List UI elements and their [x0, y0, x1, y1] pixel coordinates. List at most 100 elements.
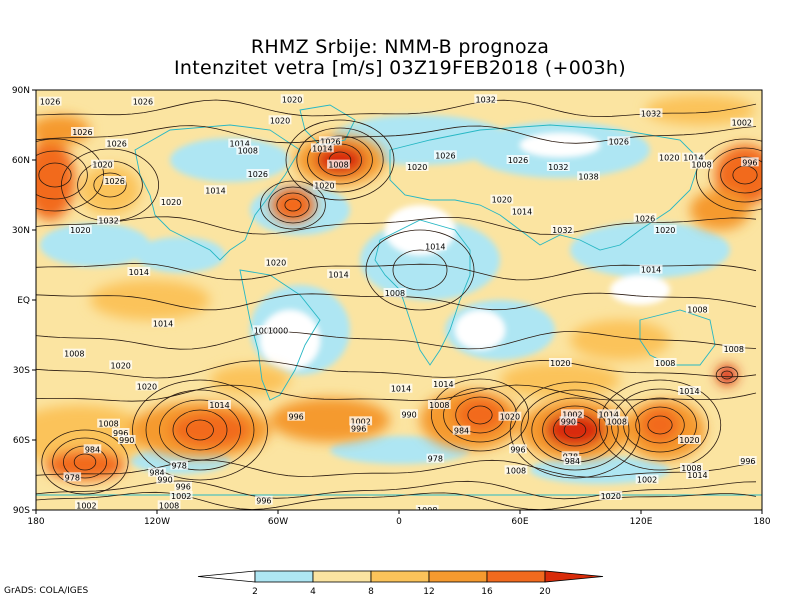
isobar-label: 984: [149, 469, 164, 478]
lon-label: 180: [753, 517, 770, 527]
isobar-label: 984: [565, 457, 580, 466]
isobar-label: 996: [113, 429, 128, 438]
isobar-label: 1032: [552, 226, 572, 235]
isobar-label-bg: [678, 386, 701, 395]
south-america: [239, 269, 321, 401]
isobar: [715, 366, 739, 384]
isobar-label-bg: [228, 138, 252, 148]
isobar-label-bg: [510, 206, 534, 216]
chart-subtitle: Intenzitet vetra [m/s] 03Z19FEB2018 (+00…: [174, 57, 626, 79]
lat-label: 30S: [13, 366, 30, 376]
isobar: [276, 192, 310, 218]
isobar-label: 996: [256, 497, 271, 506]
isobar-label-bg: [148, 467, 166, 477]
isobar-label: 1000: [268, 326, 288, 335]
isobar-label: 1008: [159, 501, 179, 510]
chart-title: RHMZ Srbije: NMM-B prognoza: [250, 36, 550, 58]
greenland: [299, 104, 356, 146]
isobar-label: 1020: [92, 161, 112, 170]
isobar-label: 1014: [209, 401, 229, 410]
isobar: [36, 125, 757, 144]
isobar-label-bg: [577, 171, 600, 181]
isobar-label-bg: [605, 416, 629, 426]
isobar-label-bg: [117, 435, 136, 444]
isobar-label-bg: [653, 225, 677, 234]
isobar: [285, 119, 395, 201]
isobar-label: 1014: [153, 319, 173, 328]
isobar: [145, 389, 255, 471]
isobar-label: 1026: [508, 156, 528, 165]
lat-label: EQ: [17, 296, 30, 306]
isobar-label: 1020: [492, 196, 512, 205]
isobar-label: 1008: [385, 289, 405, 298]
isobar-label-bg: [319, 136, 342, 146]
isobar-label-bg: [423, 241, 447, 251]
lat-label: 30N: [12, 226, 30, 236]
isobar-label: 1008: [429, 401, 449, 410]
isobar-label: 1032: [641, 109, 661, 118]
longitude-axis: 180 120W 60W 0 60E 120E 180: [27, 510, 771, 527]
isobar-label-bg: [561, 451, 580, 461]
isobar-label: 1014: [328, 270, 348, 279]
isobar: [260, 180, 326, 230]
isobar: [73, 453, 97, 471]
isobar-label: 1014: [205, 186, 225, 195]
isobar-label-bg: [452, 425, 471, 435]
lat-label: 90S: [13, 506, 30, 516]
isobar-contours: [36, 99, 762, 510]
colorbar-tick-label: 16: [481, 587, 493, 597]
isobar-label-bg: [739, 456, 757, 465]
lon-label: 120W: [144, 517, 170, 527]
isobar-label-bg: [91, 159, 114, 169]
isobar-label-bg: [678, 435, 701, 444]
colorbar-tick-label: 8: [368, 587, 374, 597]
isobar-label-bg: [204, 185, 227, 195]
isobar-label-bg: [680, 463, 703, 472]
isobar-label-bg: [310, 143, 334, 153]
isobar-label-bg: [427, 400, 451, 409]
isobar: [186, 419, 214, 441]
isobar-label: 1008: [724, 345, 744, 354]
isobar-label: 1032: [476, 95, 496, 104]
isobar-label-bg: [639, 108, 663, 118]
isobar-label: 1002: [732, 119, 752, 128]
colorbar-tick-label: 12: [423, 587, 434, 597]
isobar-label: 996: [510, 445, 525, 454]
isobar-label: 1026: [133, 98, 153, 107]
isobar-label-bg: [686, 470, 709, 479]
isobar-label: 1008: [687, 305, 707, 314]
isobar-label-bg: [97, 418, 120, 428]
isobar-label-bg: [490, 194, 514, 204]
isobar-label-bg: [349, 416, 373, 426]
colorbar-tick-label: 20: [539, 587, 551, 597]
isobar: [696, 138, 762, 212]
isobar-label-bg: [431, 379, 455, 388]
isobar-label-bg: [170, 460, 188, 470]
isobar: [635, 406, 685, 444]
isobar-label: 1020: [601, 492, 621, 501]
isobar-label-bg: [109, 360, 133, 370]
isobar-label-bg: [68, 225, 92, 234]
isobar-label-bg: [169, 491, 193, 500]
isobar-label-bg: [546, 162, 570, 171]
isobar-label: 1020: [161, 198, 181, 207]
lon-label: 0: [396, 517, 402, 527]
isobar-label: 1014: [683, 154, 703, 163]
isobar-label: 990: [119, 436, 134, 445]
isobar-label: 1026: [609, 137, 629, 146]
isobar-label: 1014: [425, 242, 445, 251]
colorbar: 2 4 8 12 16 20: [197, 570, 604, 597]
isobar-label: 1002: [171, 492, 191, 501]
isobar-label-bg: [506, 155, 530, 164]
map-area: 1026 1026 1020 1032 1032 1002 1026 1026 1020 1014…: [36, 90, 762, 510]
isobar: [36, 99, 757, 118]
isobar-label: 1026: [435, 151, 455, 160]
isobar-label-bg: [690, 159, 713, 169]
isobar-label-bg: [236, 145, 260, 155]
lon-label: 60W: [268, 517, 288, 527]
isobar-label: 1020: [550, 359, 570, 368]
isobar: [36, 150, 88, 200]
isobar-label-bg: [474, 94, 498, 104]
isobar-label-bg: [63, 472, 82, 482]
